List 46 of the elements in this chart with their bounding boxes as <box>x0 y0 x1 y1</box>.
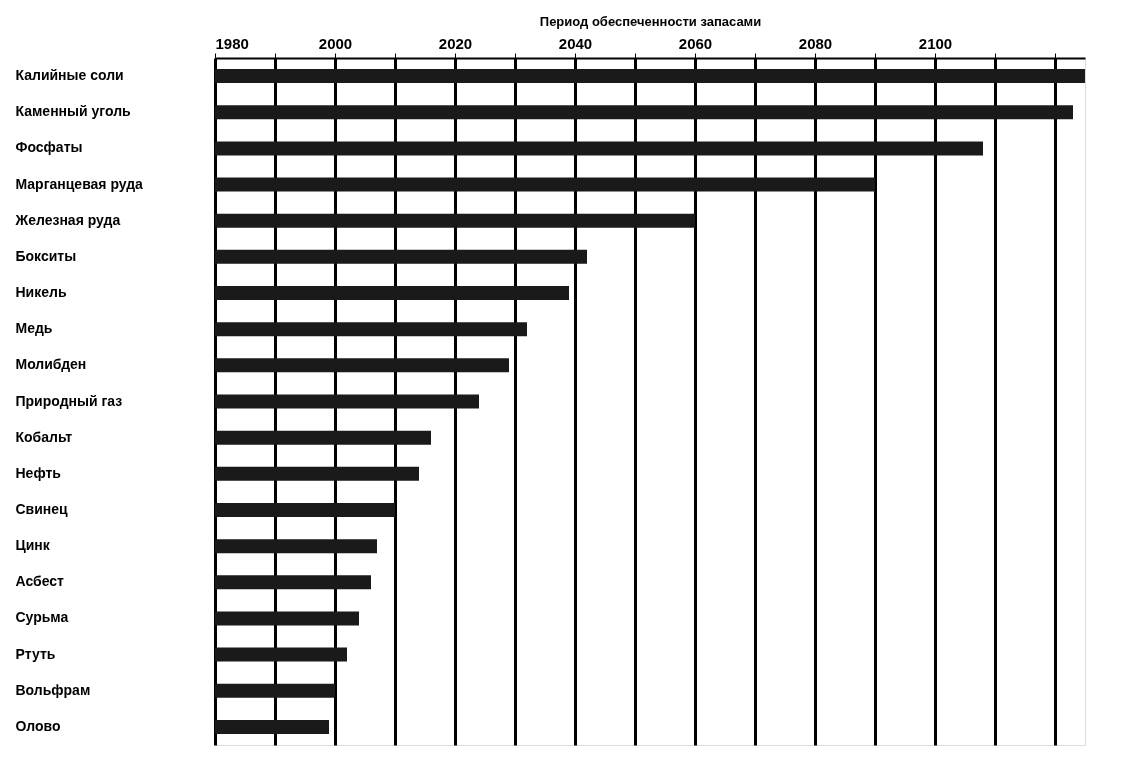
bar <box>215 213 695 228</box>
y-tick-label: Олово <box>15 717 61 734</box>
bar <box>215 177 875 192</box>
y-tick-label: Бокситы <box>15 247 77 264</box>
y-tick-label: Природный газ <box>15 392 123 409</box>
bar <box>215 105 1073 120</box>
x-tick-label: 2040 <box>558 34 593 52</box>
y-tick-label: Никель <box>15 284 67 301</box>
y-tick-label: Калийные соли <box>15 67 124 84</box>
x-tick-label: 2000 <box>318 34 353 52</box>
y-tick-label: Ртуть <box>15 645 56 662</box>
bar <box>215 141 983 156</box>
y-tick-label: Марганцевая руда <box>15 175 144 192</box>
bar <box>215 611 359 626</box>
y-tick-label: Вольфрам <box>15 681 91 698</box>
x-axis-title: Период обеспеченности запасами <box>539 13 762 29</box>
bar <box>215 683 335 698</box>
y-tick-label: Цинк <box>15 537 51 554</box>
bar <box>215 69 1085 84</box>
bar <box>215 502 395 517</box>
y-tick-label: Сурьма <box>15 609 69 626</box>
y-tick-label: Молибден <box>15 356 87 373</box>
y-tick-label: Каменный уголь <box>15 103 132 120</box>
bar <box>215 719 329 734</box>
y-tick-label: Свинец <box>15 500 69 517</box>
bar <box>215 358 509 373</box>
y-tick-label: Кобальт <box>15 428 73 445</box>
bar <box>215 394 479 409</box>
x-tick-label: 1980 <box>215 34 249 52</box>
bar <box>215 430 431 445</box>
bar <box>215 466 419 481</box>
x-tick-label: 2020 <box>438 34 473 52</box>
bar <box>215 647 347 662</box>
bar <box>215 539 377 554</box>
x-tick-label: 2080 <box>798 34 833 52</box>
bar <box>215 322 527 337</box>
x-tick-label: 2060 <box>678 34 713 52</box>
y-tick-label: Нефть <box>15 464 62 481</box>
bar <box>215 286 569 301</box>
y-tick-label: Железная руда <box>14 211 121 228</box>
bar <box>215 249 587 264</box>
y-tick-label: Фосфаты <box>15 139 83 156</box>
x-tick-label: 2100 <box>918 34 953 52</box>
bar <box>215 575 371 590</box>
y-tick-label: Асбест <box>15 573 65 590</box>
y-tick-label: Медь <box>15 320 53 337</box>
